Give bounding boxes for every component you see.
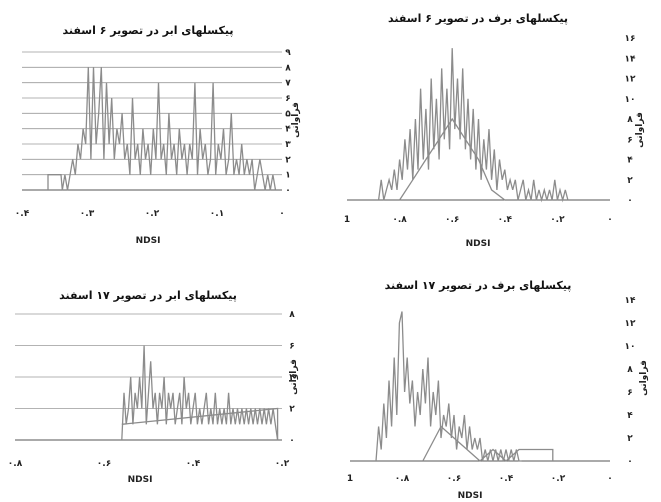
x-tick-label: ۰.۸	[395, 474, 410, 484]
y-tick-label: ۱۲	[625, 75, 636, 85]
x-tick-label: ۰.۶	[447, 474, 461, 484]
x-tick-label: ۰.۴	[186, 459, 201, 469]
y-axis-label: فراوانی	[291, 102, 301, 138]
series-line-1	[121, 345, 279, 441]
y-tick-label: ۰	[627, 196, 633, 206]
y-axis-label: فراوانی	[635, 112, 645, 148]
y-tick-label: ۶	[285, 94, 291, 104]
y-tick-label: ۴	[627, 411, 633, 421]
chart-title: پیکسلهای ابر در تصویر ۱۷ اسفند	[59, 289, 237, 302]
x-axis-label: NDSI	[128, 475, 153, 485]
x-tick-label: ۰.۲	[550, 215, 565, 225]
y-tick-label: ۰	[289, 436, 295, 446]
x-tick-label: ۰	[607, 215, 613, 225]
chart-cloud-6-esfand: پیکسلهای ابر در تصویر ۶ اسفند NDSI فراوا…	[15, 24, 301, 246]
x-tick-label: 1	[347, 474, 353, 484]
y-tick-label: ۸	[627, 115, 633, 125]
x-tick-label: ۰.۲	[145, 209, 160, 219]
x-tick-label: ۰.۸	[392, 215, 407, 225]
chart-snow-17-esfand: پیکسلهای برف در تصویر ۱۷ اسفند NDSI فراو…	[347, 279, 649, 501]
y-tick-label: ۱۰	[625, 342, 636, 352]
y-tick-label: ۱۴	[625, 54, 636, 64]
y-tick-label: ۲	[627, 434, 633, 444]
chart-title: پیکسلهای برف در تصویر ۱۷ اسفند	[385, 279, 572, 292]
x-tick-label: ۰.۲	[275, 459, 290, 469]
y-tick-label: ۰	[285, 186, 291, 196]
y-tick-label: ۰	[627, 457, 633, 467]
y-tick-label: ۳	[285, 140, 291, 150]
chart-snow-6-esfand: پیکسلهای برف در تصویر ۶ اسفند NDSI فراوا…	[344, 12, 645, 249]
y-tick-label: ۸	[289, 310, 295, 320]
x-tick-label: ۰	[279, 209, 285, 219]
x-tick-label: ۰.۳	[80, 209, 95, 219]
y-tick-label: ۱۶	[625, 34, 636, 44]
y-tick-label: ۶	[627, 135, 633, 145]
y-tick-label: ۷	[285, 79, 291, 89]
series-line-1	[375, 311, 522, 462]
y-axis-label: فراوانی	[289, 359, 299, 395]
y-tick-label: ۶	[627, 388, 633, 398]
series-line-2	[399, 117, 506, 201]
y-tick-label: ۲	[627, 176, 633, 186]
chart-title: پیکسلهای برف در تصویر ۶ اسفند	[388, 12, 568, 25]
chart-cloud-17-esfand: پیکسلهای ابر در تصویر ۱۷ اسفند NDSI فراو…	[8, 289, 299, 485]
y-tick-label: ۴	[289, 373, 295, 383]
y-tick-label: ۲	[289, 405, 295, 415]
y-tick-label: ۹	[285, 48, 291, 58]
series-line-2	[121, 407, 279, 440]
x-tick-label: ۰.۲	[551, 474, 566, 484]
y-tick-label: ۱۴	[625, 296, 636, 306]
chart-title: پیکسلهای ابر در تصویر ۶ اسفند	[63, 24, 234, 37]
y-tick-label: ۴	[627, 156, 633, 166]
y-tick-label: ۸	[285, 63, 291, 73]
series-line-2	[422, 425, 554, 462]
x-tick-label: ۰.۴	[499, 474, 514, 484]
y-tick-label: ۶	[289, 342, 295, 352]
y-tick-label: ۱۲	[625, 319, 636, 329]
y-tick-label: ۱	[285, 171, 291, 181]
x-tick-label: ۰.۸	[8, 459, 23, 469]
y-tick-label: ۱۰	[625, 95, 636, 105]
x-axis-label: NDSI	[466, 239, 491, 249]
y-axis-label: فراوانی	[639, 360, 649, 396]
x-tick-label: ۰.۴	[498, 215, 513, 225]
x-axis-label: NDSI	[136, 236, 161, 246]
y-tick-label: ۴	[285, 125, 291, 135]
y-tick-label: ۲	[285, 155, 291, 165]
y-tick-label: ۵	[285, 109, 291, 119]
x-tick-label: ۰.۱	[210, 209, 224, 219]
x-tick-label: ۰.۶	[445, 215, 459, 225]
y-tick-label: ۸	[627, 365, 633, 375]
x-tick-label: ۰	[607, 474, 613, 484]
x-tick-label: ۰.۴	[15, 209, 30, 219]
x-tick-label: ۰.۶	[97, 459, 111, 469]
x-axis-label: NDSI	[458, 491, 483, 501]
series-line-1	[47, 67, 277, 191]
series-line-1	[377, 48, 569, 203]
x-tick-label: 1	[344, 215, 350, 225]
